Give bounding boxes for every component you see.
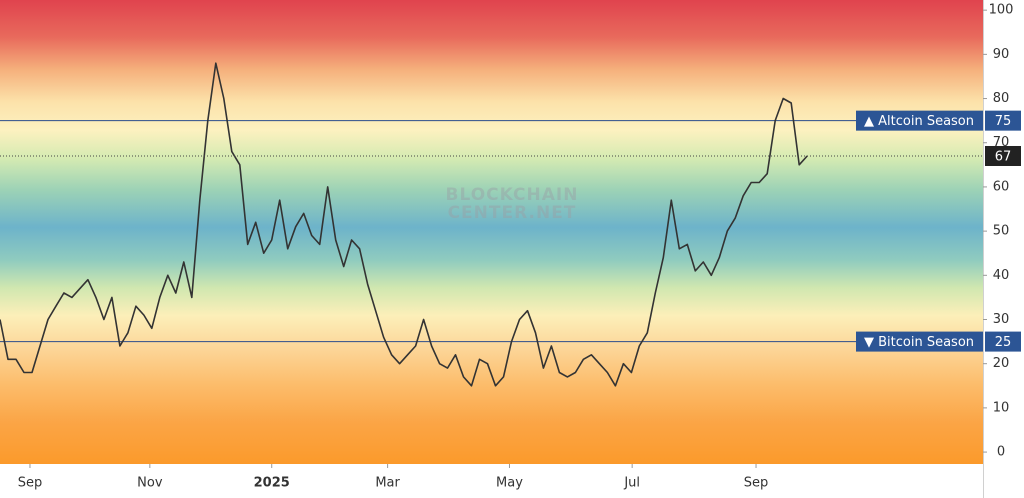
plot-background — [0, 0, 983, 464]
threshold-value-tag — [985, 331, 1021, 352]
y-tick-label: 90 — [993, 47, 1010, 62]
x-tick-label: 2025 — [254, 476, 290, 491]
x-tick-label: Mar — [375, 476, 400, 491]
threshold-tag — [856, 110, 983, 131]
threshold-value-tag — [985, 110, 1021, 131]
watermark: BLOCKCHAIN — [446, 185, 579, 205]
y-tick-label: 30 — [993, 312, 1010, 327]
threshold-value: 25 — [995, 335, 1012, 350]
watermark: CENTER.NET — [448, 203, 577, 223]
line — [0, 62, 808, 387]
x-tick-label: Sep — [744, 476, 769, 491]
y-tick-label: 60 — [993, 179, 1010, 194]
y-tick-label: 20 — [993, 356, 1010, 371]
current-value: 67 — [995, 149, 1012, 164]
y-tick-label: 40 — [993, 268, 1010, 283]
x-tick-label: Jul — [623, 476, 640, 491]
current-value-tag — [985, 145, 1021, 166]
y-tick-label: 100 — [989, 3, 1014, 18]
x-tick-label: Sep — [18, 476, 43, 491]
threshold-value: 75 — [995, 114, 1012, 129]
x-tick-label: May — [496, 476, 523, 491]
threshold-tag — [856, 331, 983, 352]
y-tick-label: 50 — [993, 224, 1010, 239]
y-tick-label: 10 — [993, 400, 1010, 415]
threshold-label: ▲ Altcoin Season — [864, 114, 974, 129]
threshold-label: ▼ Bitcoin Season — [864, 335, 974, 350]
y-tick-label: 0 — [997, 445, 1005, 460]
y-tick-label: 80 — [993, 91, 1010, 106]
x-tick-label: Nov — [137, 476, 163, 491]
